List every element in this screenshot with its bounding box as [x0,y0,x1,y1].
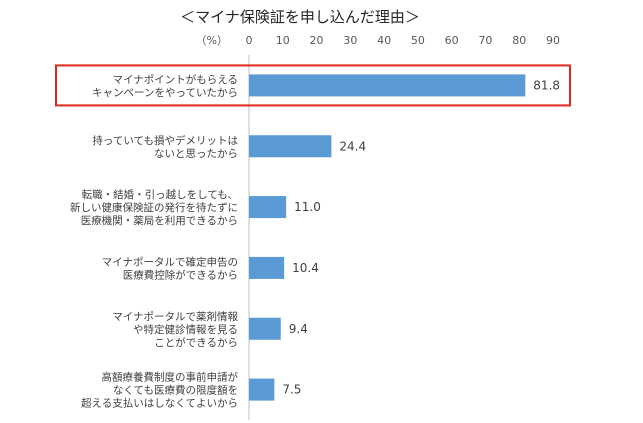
category-label-line: なくても医療費の限度額を [113,384,238,397]
x-tick-label: 40 [377,34,391,47]
bar-value-label: 24.4 [339,139,366,153]
bar [249,256,285,279]
category-label-line: 新しい健康保険証の発行を待たずに [70,201,238,214]
category-label-line: ないと思ったから [154,148,238,160]
x-tick-label: 20 [310,34,324,47]
bar-value-label: 11.0 [294,200,321,214]
x-axis-ticks: 0 10 20 30 40 50 60 70 80 90 [246,34,561,47]
category-label-line: 医療費控除ができるから [123,268,238,281]
category-label-line: 持っていても損やデメリットは [92,134,238,147]
x-tick-label: 30 [343,34,357,47]
category-label-line: マイナポータルで確定申告の [102,255,238,268]
bars-group: 81.8 24.4 11.0 10.4 9.4 7.5 [249,74,560,401]
x-tick-label: 10 [276,34,290,47]
bar [249,317,281,340]
category-label-line: や特定健診情報を見る [133,323,238,336]
bar [249,378,275,401]
bar-value-label: 10.4 [292,261,319,275]
x-tick-label: 70 [478,34,492,47]
category-label-line: マイナポイントがもらえる [113,73,238,86]
category-label: マイナポータルで薬剤情報や特定健診情報を見ることができるから [112,310,238,349]
x-tick-label: 50 [411,34,425,47]
category-label: マイナポイントがもらえるキャンペーンをやっていたから [92,73,238,99]
bar-value-label: 9.4 [289,322,308,336]
bar-value-label: 7.5 [282,383,301,397]
bar [249,135,332,158]
bar [249,196,287,219]
category-label: マイナポータルで確定申告の医療費控除ができるから [102,255,238,281]
category-label-line: 医療機関・薬局を利用できるから [81,214,238,227]
category-label-line: キャンペーンをやっていたから [92,87,238,99]
category-labels: マイナポイントがもらえるキャンペーンをやっていたから持っていても損やデメリットは… [70,73,238,410]
bar [249,74,526,97]
category-label-line: 超える支払いはしなくてよいから [81,397,238,410]
category-label-line: ことができるから [154,336,238,349]
category-label-line: 転職・結婚・引っ越しをしても、 [82,188,238,201]
category-label-line: マイナポータルで薬剤情報 [112,310,238,323]
x-tick-label: 60 [445,34,459,47]
category-label-line: 高額療養費制度の事前申請が [102,371,239,384]
highlight-box [55,64,571,107]
category-label: 高額療養費制度の事前申請がなくても医療費の限度額を超える支払いはしなくてよいから [81,371,238,410]
x-tick-label: 90 [546,34,560,47]
category-label: 転職・結婚・引っ越しをしても、新しい健康保険証の発行を待たずに医療機関・薬局を利… [70,188,238,227]
axis-unit-label: （%） [196,34,228,47]
x-tick-label: 80 [512,34,526,47]
category-label: 持っていても損やデメリットはないと思ったから [92,134,238,160]
x-tick-label: 0 [246,34,253,47]
bar-value-label: 81.8 [533,78,560,92]
chart-title: ＜マイナ保険証を申し込んだ理由＞ [180,8,420,26]
